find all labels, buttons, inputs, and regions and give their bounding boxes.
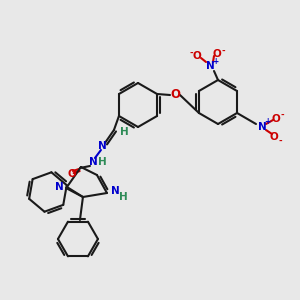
Text: H: H [120, 127, 128, 137]
Text: N: N [258, 122, 266, 132]
Text: -: - [278, 136, 282, 146]
Text: N: N [111, 186, 119, 196]
Text: -: - [189, 49, 193, 58]
Text: O: O [193, 51, 201, 61]
Text: H: H [118, 192, 127, 202]
Text: H: H [98, 157, 106, 167]
Text: N: N [55, 182, 63, 192]
Text: N: N [206, 61, 214, 71]
Text: O: O [272, 114, 280, 124]
Text: O: O [270, 132, 278, 142]
Text: -: - [221, 46, 225, 56]
Text: N: N [88, 157, 97, 167]
Text: O: O [213, 49, 221, 59]
Text: +: + [264, 118, 270, 127]
Text: +: + [212, 58, 218, 67]
Text: -: - [280, 110, 284, 119]
Text: N: N [98, 141, 106, 151]
Text: O: O [68, 169, 76, 179]
Text: O: O [170, 88, 180, 101]
